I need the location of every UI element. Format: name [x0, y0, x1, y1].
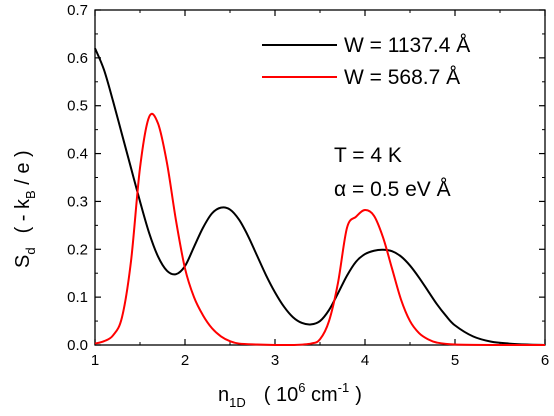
y-tick-label: 0.3: [67, 193, 88, 210]
plot-frame: [94, 9, 546, 346]
series-line-w1137: [94, 47, 546, 346]
x-label-unit-mid: cm: [305, 384, 337, 406]
legend-label-black: W = 1137.4 Å: [344, 34, 470, 57]
series-line-w568: [94, 112, 545, 346]
y-tick-label: 0.5: [67, 98, 88, 115]
y-axis-label: Sd ( - kB / e ): [12, 150, 38, 268]
series-group: [94, 47, 546, 346]
y-tick-label: 0.1: [67, 289, 88, 306]
x-label-main: n: [218, 384, 229, 406]
y-tick-label: 0.2: [67, 241, 88, 258]
x-label-unit-close: ): [355, 384, 362, 406]
legend-label-red: W = 568.7 Å: [344, 66, 460, 89]
x-tick-label: 2: [181, 352, 189, 369]
axis-ticks: 1 2 3 4 5 6 0.0 0.1 0.2 0.3 0.4 0.5 0.6 0.7: [67, 2, 549, 369]
x-tick-label: 4: [361, 352, 369, 369]
y-label-main: S: [12, 255, 34, 268]
x-label-sub: 1D: [229, 395, 246, 410]
x-axis-label: n1D ( 106 cm-1): [218, 380, 362, 410]
y-tick-label: 0.0: [67, 337, 88, 354]
annotation-temperature: T = 4 K: [334, 144, 402, 167]
y-tick-label: 0.7: [67, 2, 88, 19]
x-tick-label: 6: [541, 352, 549, 369]
y-label-unit-close: / e ): [12, 150, 34, 190]
x-label-unit-sup2: -1: [338, 380, 350, 395]
y-label-sub-d: d: [23, 247, 38, 254]
x-tick-label: 5: [451, 352, 459, 369]
y-tick-label: 0.6: [67, 50, 88, 67]
x-tick-label: 1: [91, 352, 99, 369]
y-label-sub-b: B: [23, 190, 38, 199]
x-label-unit-open: ( 10: [264, 384, 298, 406]
legend: W = 1137.4 Å W = 568.7 Å: [262, 34, 470, 89]
x-label-unit-sup: 6: [298, 380, 305, 395]
annotation-alpha: α = 0.5 eV Å: [334, 178, 451, 201]
x-tick-label: 3: [271, 352, 279, 369]
y-tick-label: 0.4: [67, 146, 88, 163]
y-label-unit-open: ( - k: [12, 198, 34, 233]
